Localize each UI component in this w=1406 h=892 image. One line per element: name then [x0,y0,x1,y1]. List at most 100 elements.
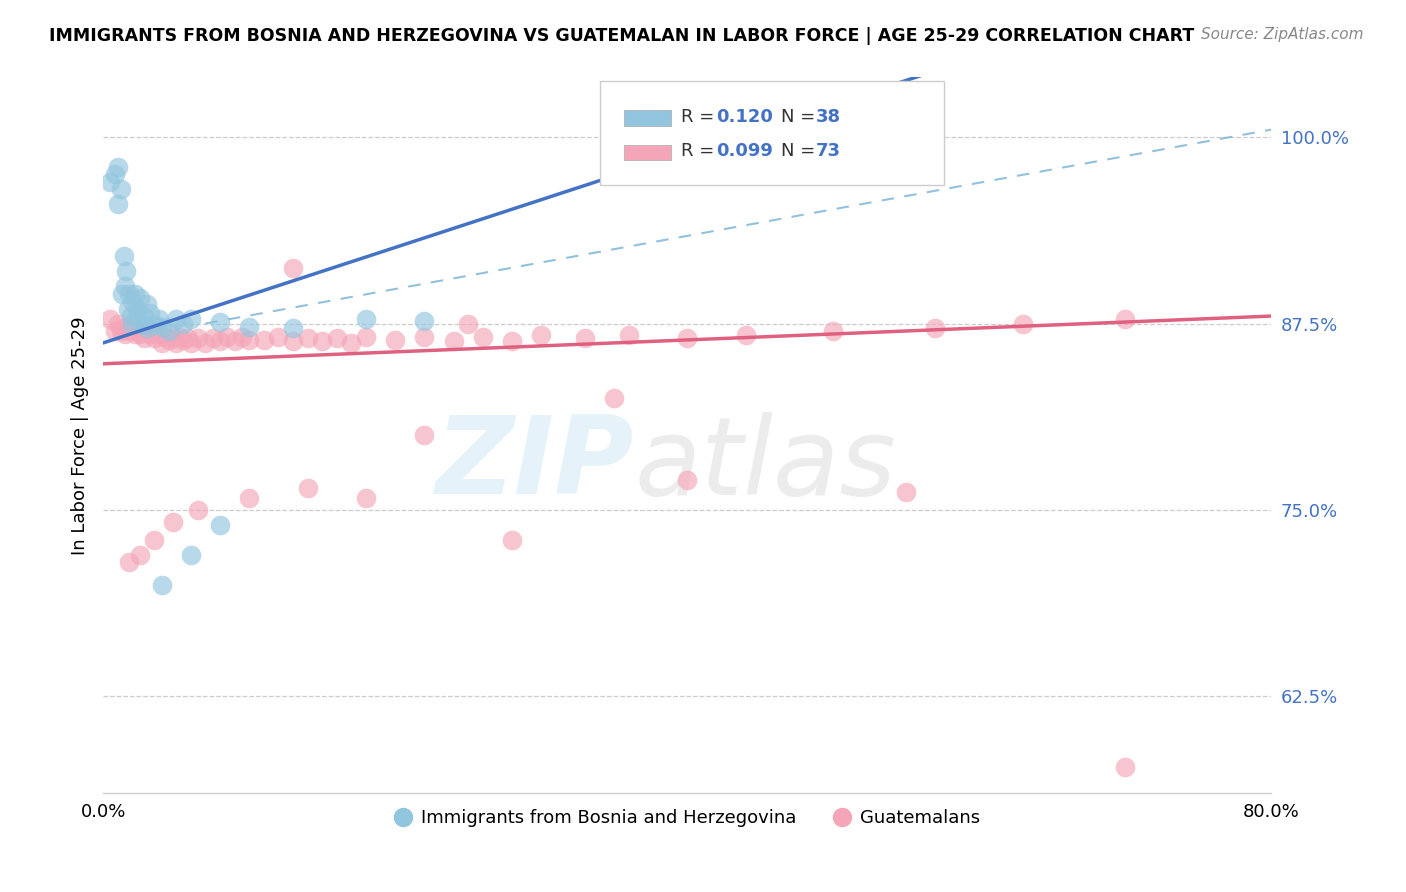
Text: R =: R = [682,108,720,126]
Point [148,312,170,326]
Text: 73: 73 [815,142,841,161]
Y-axis label: In Labor Force | Age 25-29: In Labor Force | Age 25-29 [72,316,89,555]
Point [180,335,202,350]
Point [267,330,290,344]
Point [165,335,187,350]
Point [110,324,132,338]
Text: 0.120: 0.120 [716,108,773,126]
Point [112,321,135,335]
Point [110,182,132,196]
Point [107,197,129,211]
Point [129,321,152,335]
Text: N =: N = [780,108,821,126]
Point [127,312,149,326]
Point [823,324,845,338]
Point [114,326,136,341]
Text: 38: 38 [815,108,841,126]
Point [676,331,699,345]
Point [111,286,134,301]
Point [118,286,141,301]
Point [104,168,127,182]
Text: R =: R = [682,142,720,161]
Point [194,335,217,350]
Point [676,473,699,487]
Point [117,301,139,316]
Point [1114,312,1136,326]
Point [297,481,319,495]
Point [121,294,143,309]
Point [471,330,494,344]
FancyBboxPatch shape [624,111,671,126]
Point [413,428,436,442]
Point [734,328,756,343]
Point [132,317,155,331]
FancyBboxPatch shape [624,145,671,161]
Point [112,249,135,263]
Point [603,391,626,405]
Point [354,330,377,344]
Point [281,321,304,335]
Point [148,326,170,341]
Point [238,491,260,505]
Point [107,317,129,331]
Point [165,312,187,326]
Point [150,319,173,334]
Point [1012,317,1035,331]
Point [124,326,146,341]
Point [443,334,465,349]
Point [114,279,136,293]
Point [208,315,231,329]
Point [224,334,246,349]
Point [187,503,209,517]
Point [125,301,148,316]
FancyBboxPatch shape [599,81,943,185]
Point [354,312,377,326]
Point [131,309,153,323]
Point [118,555,141,569]
Point [136,321,159,335]
Point [457,317,479,331]
Point [894,485,917,500]
Point [167,330,190,344]
Point [177,331,200,345]
Point [124,286,146,301]
Point [297,331,319,345]
Point [143,533,166,547]
Point [311,334,333,349]
Text: 0.099: 0.099 [716,142,773,161]
Point [139,326,162,341]
Point [115,264,138,278]
Point [238,333,260,347]
Point [413,313,436,327]
Point [132,331,155,345]
Point [340,335,363,350]
Point [208,517,231,532]
Point [238,319,260,334]
Text: ZIP: ZIP [436,411,634,517]
Point [143,317,166,331]
Point [100,312,122,326]
Point [208,334,231,349]
Point [325,331,347,345]
Point [617,328,640,343]
Point [574,331,596,345]
Point [128,326,150,341]
Point [384,333,406,347]
Point [153,330,176,344]
Point [128,291,150,305]
Legend: Immigrants from Bosnia and Herzegovina, Guatemalans: Immigrants from Bosnia and Herzegovina, … [387,802,987,834]
Point [413,330,436,344]
Point [530,328,553,343]
Text: IMMIGRANTS FROM BOSNIA AND HERZEGOVINA VS GUATEMALAN IN LABOR FORCE | AGE 25-29 : IMMIGRANTS FROM BOSNIA AND HERZEGOVINA V… [49,27,1195,45]
Text: atlas: atlas [634,411,897,516]
Point [157,333,180,347]
Point [150,335,173,350]
Text: N =: N = [780,142,821,161]
Point [172,317,194,331]
Point [162,515,184,529]
Point [100,175,122,189]
Point [120,309,142,323]
Point [157,324,180,338]
Point [180,548,202,562]
Point [180,312,202,326]
